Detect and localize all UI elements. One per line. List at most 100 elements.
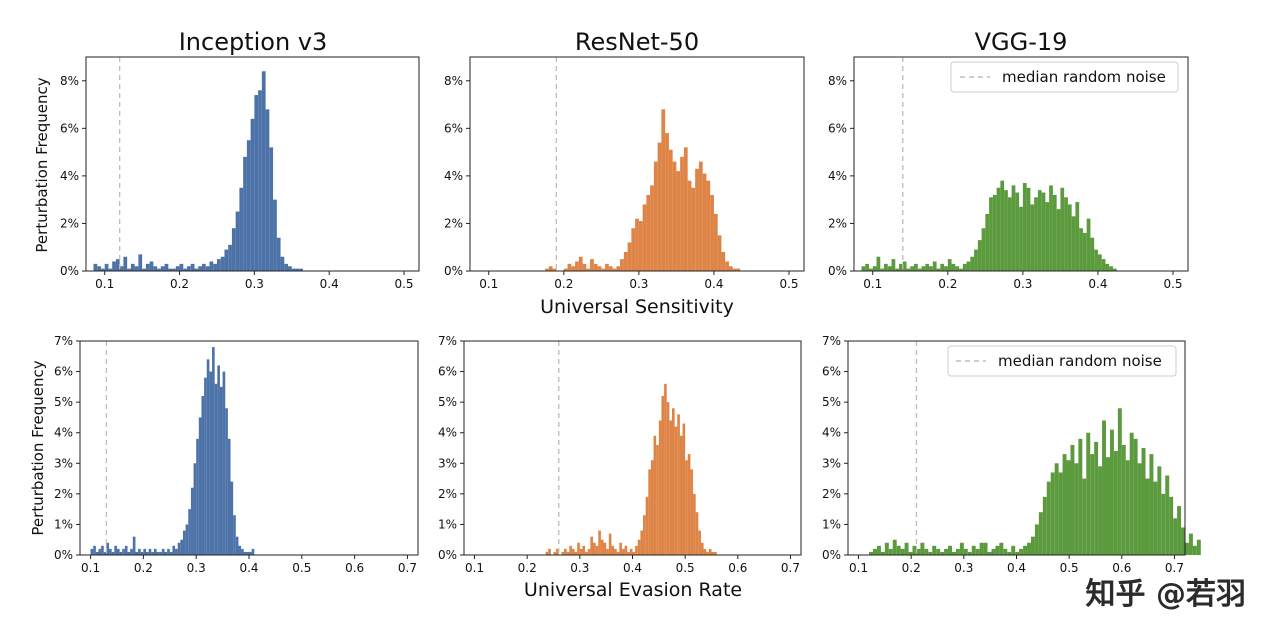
histogram-bar (190, 487, 194, 555)
histogram-bar (902, 261, 907, 271)
histogram-bar (156, 551, 160, 555)
x-tick-label: 0.3 (570, 561, 589, 575)
x-tick-label: 0.3 (954, 561, 973, 575)
x-tick-label: 0.6 (728, 561, 747, 575)
histogram-bar (873, 548, 877, 555)
histogram-bar (732, 268, 737, 271)
histogram-bar (619, 542, 622, 555)
histogram-bar (595, 545, 599, 555)
histogram-bar (1038, 512, 1043, 555)
histogram-bar (646, 194, 651, 271)
histogram-bar (671, 408, 675, 555)
histogram-bar (201, 263, 206, 271)
histogram-bar (1137, 463, 1142, 555)
histogram-bar (638, 221, 643, 271)
histogram-bar (676, 171, 681, 271)
histogram-bar (892, 539, 897, 555)
histogram-bar (700, 542, 704, 555)
histogram-bar (899, 263, 903, 271)
y-tick-label: 4% (444, 169, 463, 183)
histogram-bar (193, 463, 197, 555)
histogram-bar (991, 548, 996, 555)
histogram-bar (201, 396, 205, 555)
histogram-bar (246, 551, 249, 555)
histogram-bar (597, 266, 602, 271)
y-tick-label: 7% (54, 334, 73, 348)
y-tick-label: 1% (54, 517, 73, 531)
histogram-bar (1062, 454, 1067, 555)
histogram-bar (175, 266, 180, 271)
histogram-bar (115, 259, 120, 271)
histogram-bar (631, 228, 636, 271)
histogram-bar (153, 548, 157, 555)
x-tick-label: 0.6 (1112, 561, 1131, 575)
x-tick-label: 0.1 (95, 277, 114, 291)
histogram-bar (1117, 408, 1122, 555)
histogram-bar (585, 551, 588, 555)
histogram-bar (869, 551, 874, 555)
histogram-bar (1196, 539, 1201, 555)
subplot-5: 0.1 0.2 0.3 0.4 0.5 0.6 0.7 0% 1% 2% 3% 4% 5% 6% 7% (438, 334, 802, 575)
histogram-bar (606, 548, 609, 555)
histogram-bar (172, 268, 176, 271)
histogram-bar (884, 542, 889, 555)
histogram-bar (1141, 448, 1146, 555)
histogram-bar (635, 545, 638, 555)
histogram-bar (966, 261, 971, 271)
x-tick-label: 0.2 (938, 277, 957, 291)
histogram-bar (955, 266, 960, 271)
histogram-bar (1011, 185, 1016, 271)
histogram-bar (578, 256, 583, 271)
histogram-bar (206, 359, 210, 555)
x-tick-label: 0.5 (394, 277, 413, 291)
y-tick-label: 4% (822, 426, 841, 440)
histogram-bar (134, 266, 139, 271)
y-tick-label: 7% (438, 334, 457, 348)
chart-title-vgg: VGG-19 (975, 28, 1068, 56)
histogram-bar (291, 268, 296, 271)
histogram-bar (1185, 542, 1189, 555)
histogram-bar (1007, 551, 1012, 555)
histogram-bar (97, 266, 101, 271)
histogram-bar (929, 266, 933, 271)
histogram-bar (119, 551, 123, 555)
histogram-bar (717, 235, 722, 271)
subplot-6: 0.1 0.2 0.3 0.4 0.5 0.6 0.7 0% 1% 2% 3% 4% 5% 6% 7% (822, 334, 1201, 575)
histogram-bar (728, 266, 733, 271)
y-tick-label: 8% (444, 74, 463, 88)
histogram-bar (666, 402, 670, 555)
histogram-bar (1129, 432, 1134, 555)
histogram-bar (204, 377, 207, 555)
histogram-bar (198, 266, 202, 271)
histogram-bar (1161, 493, 1166, 555)
histogram-bar (222, 371, 226, 555)
histogram-bar (93, 545, 96, 555)
histogram-bar (103, 551, 107, 555)
histogram-bar (981, 228, 986, 271)
histogram-bar (936, 268, 941, 271)
histogram-bar (567, 263, 572, 271)
histogram-bar (146, 551, 149, 555)
histogram-bar (1125, 460, 1130, 555)
histogram-bar (231, 228, 236, 271)
histogram-bar (127, 268, 131, 271)
histogram-bar (109, 548, 112, 555)
histogram-bar (643, 515, 646, 555)
histogram-bar (164, 551, 168, 555)
histogram-bar (1060, 187, 1065, 271)
y-tick-label: 5% (438, 395, 457, 409)
histogram-bar (914, 263, 918, 271)
y-tick-label: 4% (60, 169, 79, 183)
chart-title-inception: Inception v3 (179, 28, 328, 56)
histogram-bar (586, 268, 591, 271)
histogram-bar (614, 548, 617, 555)
histogram-bar (1173, 518, 1178, 555)
y-tick-label: 3% (438, 456, 457, 470)
y-tick-label: 2% (60, 216, 79, 230)
histogram-bar (571, 266, 576, 271)
histogram-bar (600, 539, 604, 555)
histogram-bar (680, 156, 684, 271)
histogram-bar (640, 530, 644, 555)
histogram-bar (1034, 524, 1039, 555)
x-tick-label: 0.4 (1088, 277, 1107, 291)
